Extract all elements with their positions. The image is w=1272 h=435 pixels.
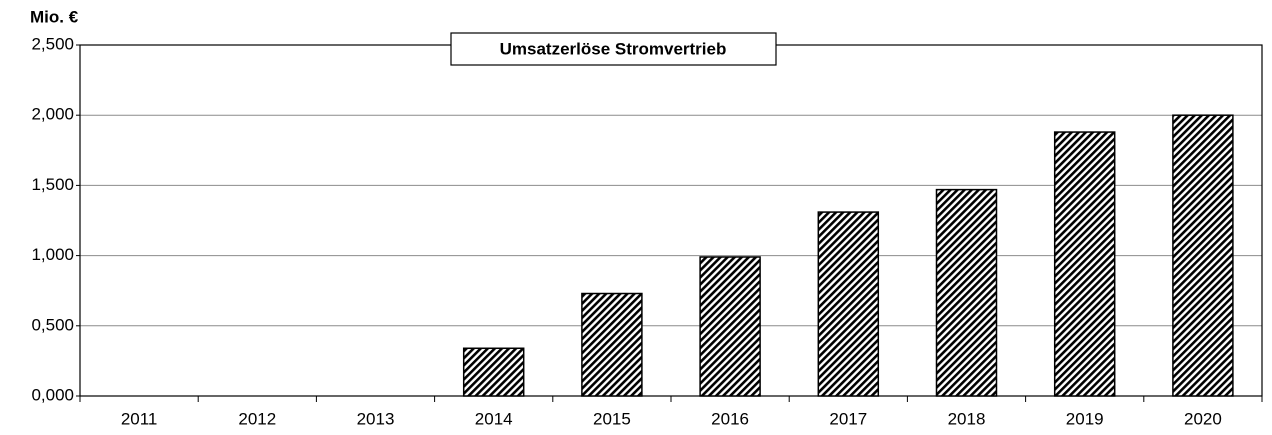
bar xyxy=(581,292,643,397)
x-tick-label: 2011 xyxy=(121,409,158,428)
x-tick-label: 2016 xyxy=(711,409,749,428)
x-tick-label: 2012 xyxy=(238,409,276,428)
x-tick-label: 2017 xyxy=(829,409,867,428)
bar xyxy=(935,188,998,397)
bar xyxy=(1053,131,1116,397)
y-tick-label: 0,000 xyxy=(31,385,74,404)
bar xyxy=(462,347,525,397)
x-tick-label: 2018 xyxy=(948,409,986,428)
y-tick-label: 2,000 xyxy=(31,105,74,124)
x-tick-label: 2019 xyxy=(1066,409,1104,428)
x-tick-label: 2020 xyxy=(1184,409,1222,428)
y-tick-label: 0,500 xyxy=(31,315,74,334)
x-tick-label: 2014 xyxy=(475,409,513,428)
y-tick-label: 2,500 xyxy=(31,34,74,53)
chart-title: Umsatzerlöse Stromvertrieb xyxy=(500,39,727,58)
bar xyxy=(817,211,880,397)
title-box xyxy=(450,32,777,66)
y-axis-label: Mio. € xyxy=(30,7,79,26)
x-tick-label: 2015 xyxy=(593,409,631,428)
bar xyxy=(699,256,761,397)
y-tick-label: 1,500 xyxy=(31,175,74,194)
bar xyxy=(1172,114,1234,397)
y-tick-label: 1,000 xyxy=(31,245,74,264)
x-tick-label: 2013 xyxy=(357,409,395,428)
